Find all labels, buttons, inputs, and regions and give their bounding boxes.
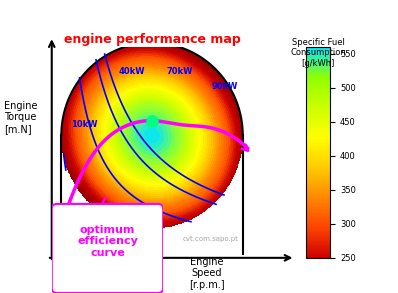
Text: Specific Fuel
Consumption
[g/kWh]: Specific Fuel Consumption [g/kWh] — [291, 38, 346, 68]
Text: engine performance map: engine performance map — [64, 33, 240, 46]
FancyBboxPatch shape — [52, 204, 163, 293]
Text: 40kW: 40kW — [119, 67, 145, 76]
Text: optimum
efficiency
curve: optimum efficiency curve — [77, 225, 138, 258]
Text: 90kW: 90kW — [212, 82, 238, 91]
Text: cvt.com.sapo.pt: cvt.com.sapo.pt — [183, 236, 239, 242]
Text: Engine
Torque
[m.N]: Engine Torque [m.N] — [4, 100, 37, 134]
Text: 70kW: 70kW — [166, 67, 193, 76]
Text: Engine
Speed
[r.p.m.]: Engine Speed [r.p.m.] — [189, 257, 225, 290]
Text: 10kW: 10kW — [71, 120, 98, 129]
